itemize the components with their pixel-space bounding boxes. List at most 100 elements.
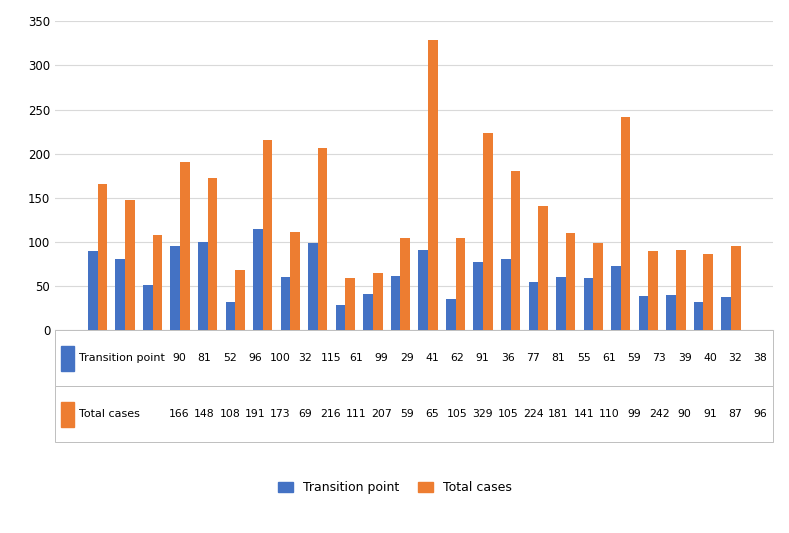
Bar xyxy=(731,246,741,330)
Text: 52: 52 xyxy=(222,353,237,364)
Bar xyxy=(401,238,410,330)
Text: 41: 41 xyxy=(425,353,439,364)
Text: 29: 29 xyxy=(400,353,413,364)
Text: 62: 62 xyxy=(451,353,464,364)
Text: 61: 61 xyxy=(350,353,363,364)
Bar xyxy=(666,295,676,330)
Bar xyxy=(170,246,180,330)
Bar xyxy=(235,270,245,330)
Bar xyxy=(391,276,401,330)
Bar xyxy=(676,250,686,330)
Bar xyxy=(501,259,510,330)
Bar xyxy=(473,262,483,330)
Bar xyxy=(721,297,731,330)
Bar xyxy=(125,200,135,330)
Bar xyxy=(694,302,704,330)
Text: 91: 91 xyxy=(476,353,489,364)
Text: 99: 99 xyxy=(627,409,641,419)
Bar xyxy=(566,233,575,330)
Text: 105: 105 xyxy=(497,409,518,419)
Text: 81: 81 xyxy=(197,353,211,364)
Bar xyxy=(263,140,272,330)
Text: 108: 108 xyxy=(219,409,240,419)
Bar xyxy=(373,273,383,330)
Bar xyxy=(55,386,773,442)
Bar xyxy=(143,285,152,330)
Text: 99: 99 xyxy=(375,353,388,364)
Bar xyxy=(446,298,455,330)
Text: 105: 105 xyxy=(447,409,468,419)
Bar xyxy=(308,243,318,330)
Bar xyxy=(98,184,107,330)
Text: 207: 207 xyxy=(371,409,392,419)
Text: 329: 329 xyxy=(472,409,493,419)
Bar xyxy=(510,171,520,330)
Text: 55: 55 xyxy=(577,353,590,364)
Bar xyxy=(346,278,355,330)
Text: 77: 77 xyxy=(526,353,540,364)
Bar xyxy=(336,305,346,330)
Text: 36: 36 xyxy=(501,353,514,364)
Text: 216: 216 xyxy=(320,409,341,419)
Text: 38: 38 xyxy=(753,353,768,364)
Text: 96: 96 xyxy=(248,353,262,364)
Text: 65: 65 xyxy=(425,409,439,419)
Text: 91: 91 xyxy=(703,409,717,419)
Bar xyxy=(226,302,235,330)
Text: 100: 100 xyxy=(270,353,290,364)
Bar xyxy=(621,117,630,330)
Text: 173: 173 xyxy=(270,409,290,419)
Bar xyxy=(318,148,327,330)
Bar xyxy=(593,243,603,330)
Text: 110: 110 xyxy=(599,409,619,419)
Bar xyxy=(418,250,428,330)
Bar xyxy=(556,277,566,330)
Text: Transition point: Transition point xyxy=(79,353,165,364)
Bar xyxy=(584,278,593,330)
Text: 81: 81 xyxy=(552,353,565,364)
Text: 191: 191 xyxy=(245,409,265,419)
Text: 59: 59 xyxy=(400,409,413,419)
Bar xyxy=(638,296,649,330)
Text: 32: 32 xyxy=(728,353,742,364)
Bar xyxy=(649,251,658,330)
Text: 115: 115 xyxy=(320,353,341,364)
Text: 39: 39 xyxy=(678,353,692,364)
Text: 59: 59 xyxy=(627,353,641,364)
Text: 166: 166 xyxy=(169,409,189,419)
Bar xyxy=(529,282,538,330)
Text: 32: 32 xyxy=(299,353,312,364)
Bar xyxy=(253,229,263,330)
Text: Total cases: Total cases xyxy=(79,409,140,419)
Bar xyxy=(61,402,74,427)
Text: 148: 148 xyxy=(194,409,215,419)
Text: 87: 87 xyxy=(728,409,742,419)
Bar xyxy=(208,177,217,330)
Legend: Transition point, Total cases: Transition point, Total cases xyxy=(272,476,517,499)
Bar xyxy=(88,251,98,330)
Bar xyxy=(363,294,373,330)
Text: 141: 141 xyxy=(574,409,594,419)
Text: 181: 181 xyxy=(548,409,569,419)
Text: 90: 90 xyxy=(172,353,186,364)
Bar xyxy=(611,266,621,330)
Bar xyxy=(180,161,190,330)
Bar xyxy=(428,40,438,330)
Bar xyxy=(61,346,74,371)
Text: 111: 111 xyxy=(346,409,366,419)
Text: 242: 242 xyxy=(649,409,670,419)
Bar xyxy=(455,238,466,330)
Text: 90: 90 xyxy=(678,409,692,419)
Bar xyxy=(483,133,492,330)
Text: 73: 73 xyxy=(653,353,667,364)
Text: 224: 224 xyxy=(523,409,544,419)
Bar xyxy=(704,254,713,330)
Text: 61: 61 xyxy=(602,353,615,364)
Text: 96: 96 xyxy=(753,409,768,419)
Bar xyxy=(152,235,163,330)
Bar xyxy=(55,330,773,386)
Bar xyxy=(290,232,300,330)
Bar xyxy=(281,277,290,330)
Bar xyxy=(538,206,548,330)
Text: 69: 69 xyxy=(299,409,312,419)
